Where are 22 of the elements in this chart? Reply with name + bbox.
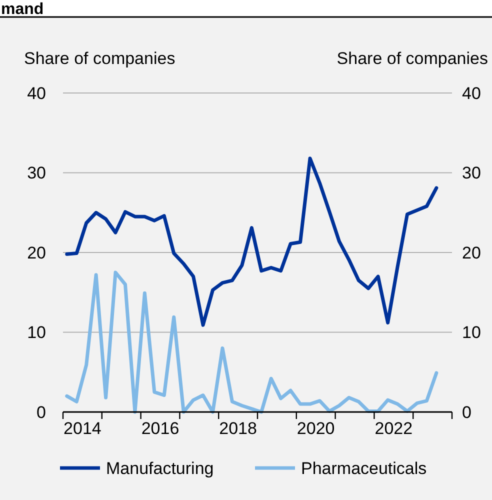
y2-axis-title: Share of companies [336,49,488,68]
y-tick-label: 40 [27,84,46,103]
y-tick-label: 0 [36,402,46,422]
chart-title: mand [1,1,44,18]
x-tick-label: 2016 [141,419,180,438]
line-series [65,270,438,414]
line-series [65,156,438,327]
y-tick-label: 20 [27,243,46,262]
y2-tick-label: 0 [462,402,472,422]
x-tick-label: 2022 [374,419,413,438]
y-tick-label: 30 [27,164,46,183]
legend-label: Pharmaceuticals [301,458,427,478]
y2-tick-label: 30 [462,164,481,183]
y-tick-label: 10 [27,323,46,342]
y-axis-title: Share of companies [24,49,176,68]
y2-tick-label: 40 [462,84,481,103]
x-tick-label: 2014 [64,419,102,438]
x-tick-label: 2020 [296,419,335,438]
y2-tick-label: 10 [462,323,481,342]
x-tick-label: 2018 [219,419,257,438]
y2-tick-label: 20 [462,243,481,262]
legend-label: Manufacturing [106,458,214,478]
